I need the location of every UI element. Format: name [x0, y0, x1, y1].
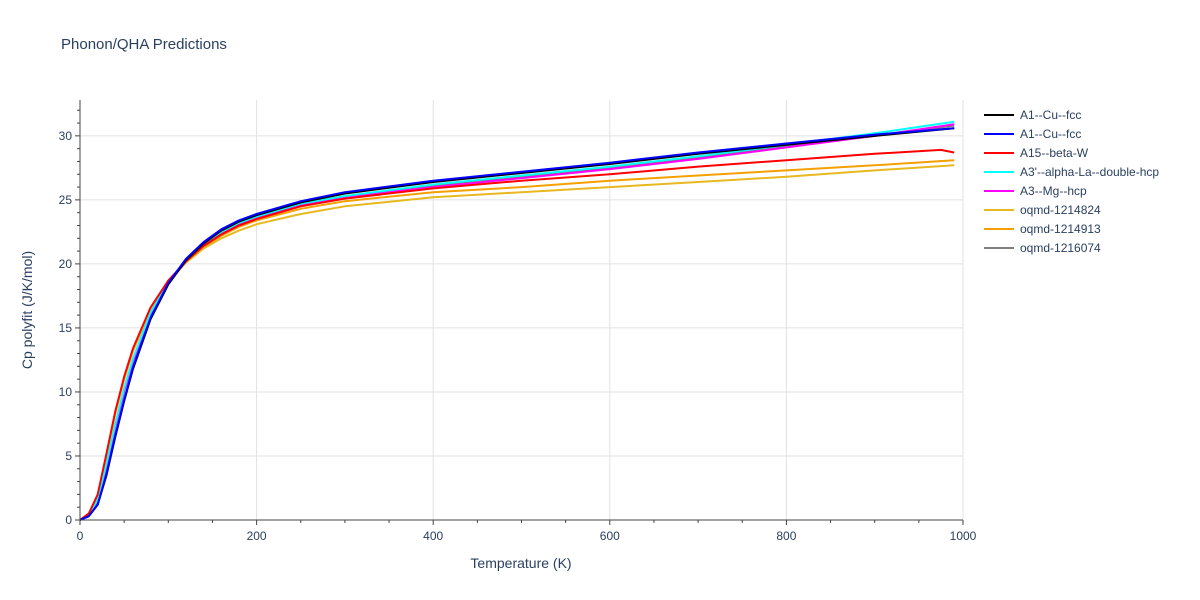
legend-swatch	[984, 227, 1014, 230]
legend-label: A3'--alpha-La--double-hcp	[1020, 164, 1160, 179]
legend-swatch	[984, 151, 1014, 154]
x-tick-label: 400	[423, 529, 443, 543]
y-tick-label: 25	[59, 193, 73, 207]
legend-swatch	[984, 246, 1014, 249]
y-tick-label: 0	[65, 513, 72, 527]
legend-label: A1--Cu--fcc	[1020, 126, 1082, 141]
y-axis-ticks: 0 5 10 15 20 25 30	[59, 109, 80, 527]
x-tick-label: 0	[77, 529, 84, 543]
legend-item[interactable]: oqmd-1214913	[984, 219, 1159, 238]
y-tick-label: 15	[59, 321, 73, 335]
x-tick-label: 800	[776, 529, 796, 543]
legend-item[interactable]: A3--Mg--hcp	[984, 181, 1159, 200]
y-tick-label: 10	[59, 385, 73, 399]
legend-item[interactable]: A3'--alpha-La--double-hcp	[984, 162, 1159, 181]
legend-swatch	[984, 189, 1014, 192]
legend-swatch	[984, 208, 1014, 211]
legend-item[interactable]: A1--Cu--fcc	[984, 124, 1159, 143]
legend-label: A3--Mg--hcp	[1020, 183, 1087, 198]
series-line-1[interactable]	[79, 127, 955, 521]
x-tick-label: 1000	[950, 529, 977, 543]
y-tick-label: 20	[59, 257, 73, 271]
series-line-6[interactable]	[79, 159, 955, 521]
series-line-2[interactable]	[79, 148, 955, 521]
legend-label: oqmd-1216074	[1020, 240, 1101, 255]
legend-swatch	[984, 170, 1014, 173]
series-line-7[interactable]	[79, 124, 955, 521]
legend: A1--Cu--fcc A1--Cu--fcc A15--beta-W A3'--al…	[984, 105, 1159, 257]
legend-item[interactable]: oqmd-1214824	[984, 200, 1159, 219]
series-line-4[interactable]	[79, 123, 955, 521]
legend-label: oqmd-1214913	[1020, 221, 1101, 236]
series-line-5[interactable]	[79, 164, 955, 521]
series-line-3[interactable]	[79, 120, 955, 521]
series-lines	[79, 120, 955, 521]
legend-label: A15--beta-W	[1020, 145, 1089, 160]
x-axis-title: Temperature (K)	[470, 555, 571, 571]
x-axis-ticks: 0 200 400 600 800 1000	[77, 520, 977, 543]
y-tick-label: 30	[59, 129, 73, 143]
y-tick-label: 5	[65, 449, 72, 463]
legend-swatch	[984, 113, 1014, 116]
legend-label: A1--Cu--fcc	[1020, 107, 1082, 122]
legend-label: oqmd-1214824	[1020, 202, 1101, 217]
gridlines	[80, 100, 964, 520]
legend-item[interactable]: oqmd-1216074	[984, 238, 1159, 257]
y-axis-title: Cp polyfit (J/K/mol)	[19, 251, 35, 369]
legend-swatch	[984, 132, 1014, 135]
x-tick-label: 200	[247, 529, 267, 543]
legend-item[interactable]: A1--Cu--fcc	[984, 105, 1159, 124]
legend-item[interactable]: A15--beta-W	[984, 143, 1159, 162]
chart-title: Phonon/QHA Predictions	[61, 36, 227, 53]
x-tick-label: 600	[600, 529, 620, 543]
